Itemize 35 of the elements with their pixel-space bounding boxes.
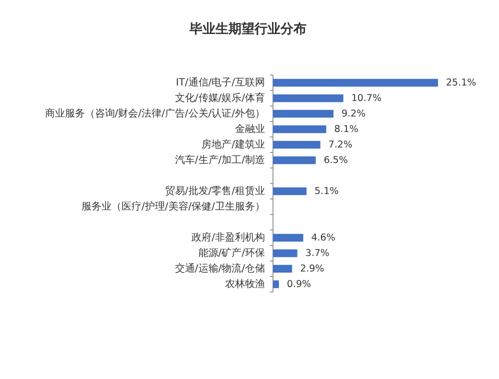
- data-label: 10.7%: [351, 92, 382, 104]
- data-label: 6.5%: [324, 154, 348, 166]
- data-label: 9.2%: [341, 108, 366, 120]
- bar: [273, 187, 307, 196]
- bar: [273, 156, 316, 164]
- bar: [273, 125, 326, 134]
- data-label: 8.1%: [334, 124, 358, 135]
- data-label: 25.1%: [446, 77, 476, 88]
- y-tick-label: 农林牧渔: [225, 278, 265, 290]
- bar: [273, 94, 344, 102]
- bar: [273, 234, 304, 242]
- chart-title: 毕业生期望行业分布: [188, 21, 306, 37]
- bar: [273, 280, 279, 288]
- data-label: 4.6%: [311, 232, 336, 244]
- bar: [273, 110, 334, 118]
- bar: [273, 249, 298, 258]
- y-tick-label: 交通/运输/物流/仓储: [174, 262, 265, 274]
- y-tick-label: 政府/非盈利机构: [192, 231, 265, 244]
- data-label: 0.9%: [286, 278, 312, 290]
- y-tick-label: IT/通信/电子/互联网: [176, 76, 265, 88]
- y-tick-label: 能源/矿产/环保: [198, 246, 265, 259]
- data-label: 3.7%: [305, 248, 330, 259]
- bar: [273, 140, 320, 149]
- y-tick-label: 贸易/批发/零售/租赁业: [164, 184, 265, 197]
- bar: [273, 78, 438, 87]
- y-tick-label: 汽车/生产/加工/制造: [174, 154, 265, 166]
- bar: [273, 264, 292, 273]
- y-tick-label: 文化/传媒/娱乐/体育: [174, 92, 265, 104]
- y-tick-label: 金融业: [235, 122, 265, 135]
- data-label: 5.1%: [314, 186, 339, 197]
- y-tick-label: 服务业（医疗/护理/美容/保健/卫生服务）: [82, 200, 265, 212]
- y-tick-label: 房地产/建筑业: [202, 138, 265, 150]
- data-label: 7.2%: [328, 139, 352, 150]
- y-tick-label: 商业服务（咨询/财会/法律/广告/公关/认证/外包）: [44, 107, 265, 120]
- data-label: 2.9%: [300, 263, 324, 274]
